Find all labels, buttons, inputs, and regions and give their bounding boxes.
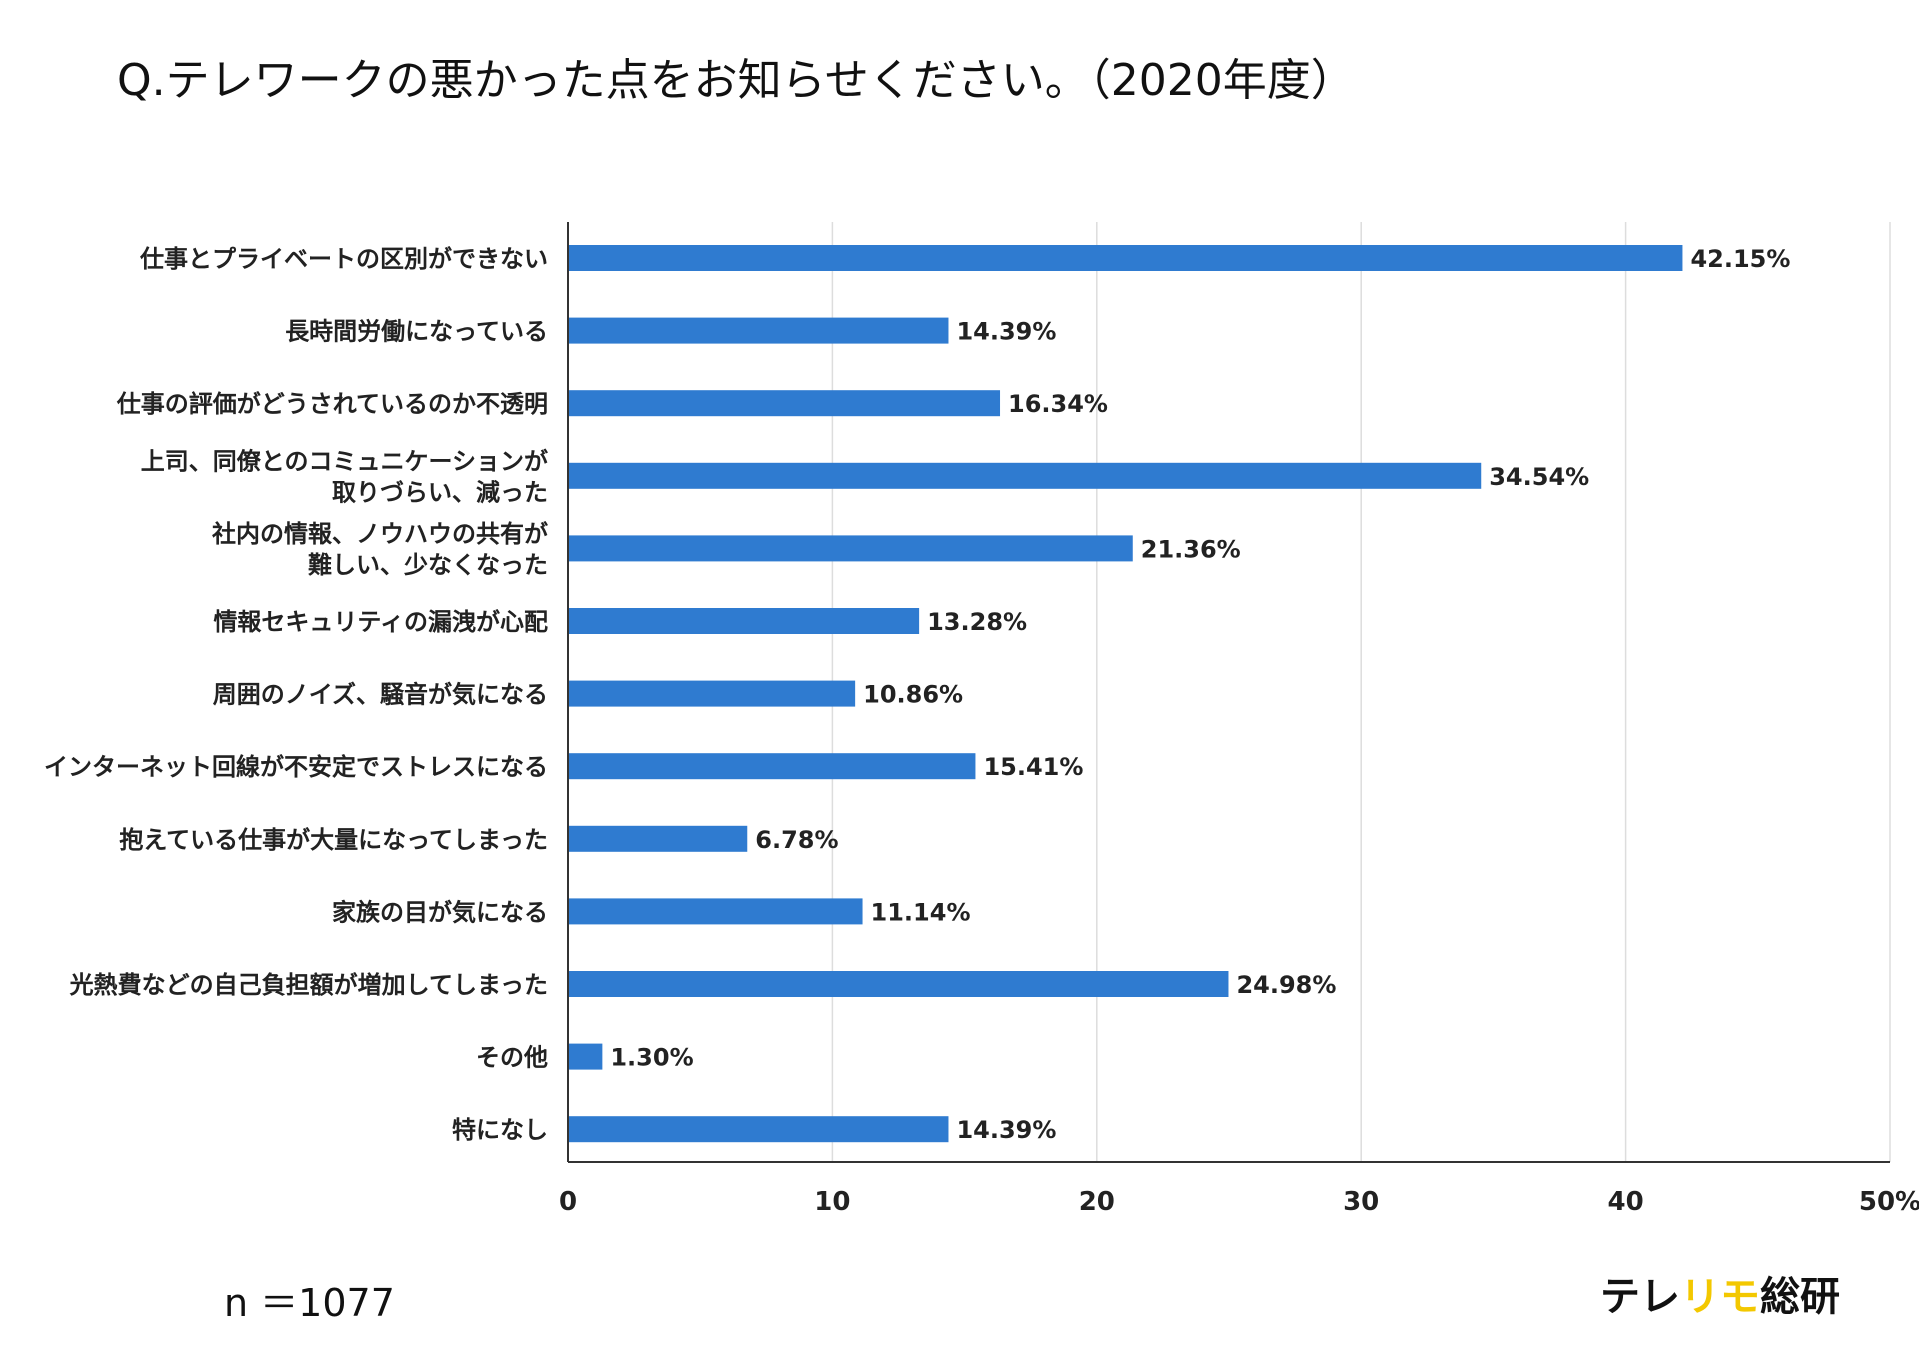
data-label: 14.39% [956, 1116, 1056, 1144]
bar [569, 753, 976, 780]
logo-text-part1: テレ [1600, 1274, 1680, 1320]
category-label: 難しい、少なくなった [308, 551, 548, 579]
bar [569, 317, 949, 344]
category-label: 周囲のノイズ、騒音が気になる [213, 681, 548, 709]
data-label: 1.30% [610, 1044, 693, 1072]
grid-lines [831, 222, 1891, 1162]
bar [569, 245, 1683, 271]
category-label: 情報セキュリティの漏洩が心配 [213, 608, 548, 636]
x-tick-label: 50% [1859, 1187, 1919, 1217]
data-label: 13.28% [927, 608, 1027, 636]
category-label: その他 [476, 1044, 548, 1072]
data-label: 14.39% [956, 318, 1056, 346]
category-label: 光熱費などの自己負担額が増加してしまった [69, 971, 548, 999]
axes [567, 222, 1890, 1163]
category-label: 取りづらい、減った [332, 478, 548, 506]
data-label: 16.34% [1008, 390, 1108, 418]
data-label: 15.41% [983, 753, 1083, 781]
bar [569, 535, 1133, 562]
bar [569, 1116, 949, 1143]
data-label: 11.14% [871, 898, 971, 926]
x-tick-label: 30 [1343, 1187, 1379, 1217]
category-label: 特になし [452, 1116, 548, 1144]
bar [569, 825, 748, 852]
category-label: 仕事とプライベートの区別ができない [139, 245, 548, 273]
category-label: 抱えている仕事が大量になってしまった [119, 826, 548, 854]
data-label: 34.54% [1489, 463, 1589, 491]
bar [569, 971, 1229, 997]
data-label: 42.15% [1690, 245, 1790, 273]
bar [569, 1043, 603, 1070]
data-label: 6.78% [755, 826, 838, 854]
category-label: 上司、同僚とのコミュニケーションが [141, 447, 548, 475]
sample-size-note: n ＝1077 [224, 1281, 395, 1325]
bar [569, 898, 863, 925]
logo-text-part2: リモ [1680, 1274, 1760, 1320]
labels: 0 10 20 30 40 50% 42.15% 仕事とプライベートの区別ができない 14.39… [44, 245, 1919, 1217]
category-label: 仕事の評価がどうされているのか不透明 [116, 390, 548, 418]
data-label: 21.36% [1141, 535, 1241, 563]
bar [569, 680, 856, 707]
category-label: 家族の目が気になる [332, 898, 548, 926]
x-tick-label: 20 [1079, 1187, 1115, 1217]
data-label: 24.98% [1236, 971, 1336, 999]
category-label: 長時間労働になっている [285, 318, 548, 346]
category-label: インターネット回線が不安定でストレスになる [44, 753, 548, 781]
category-label: 社内の情報、ノウハウの共有が [212, 520, 548, 548]
logo-text-part3: 総研 [1760, 1274, 1840, 1320]
brand-logo: テレリモ総研 [1600, 1264, 1840, 1322]
data-label: 10.86% [863, 681, 963, 709]
x-tick-label: 10 [814, 1187, 850, 1217]
x-tick-label: 0 [559, 1187, 577, 1217]
bar [569, 462, 1482, 489]
x-tick-label: 40 [1608, 1187, 1644, 1217]
bars [569, 245, 1683, 1143]
bar [569, 608, 920, 634]
chart-title: Q.テレワークの悪かった点をお知らせください。（2020年度） [117, 55, 1355, 106]
bar [569, 390, 1001, 417]
